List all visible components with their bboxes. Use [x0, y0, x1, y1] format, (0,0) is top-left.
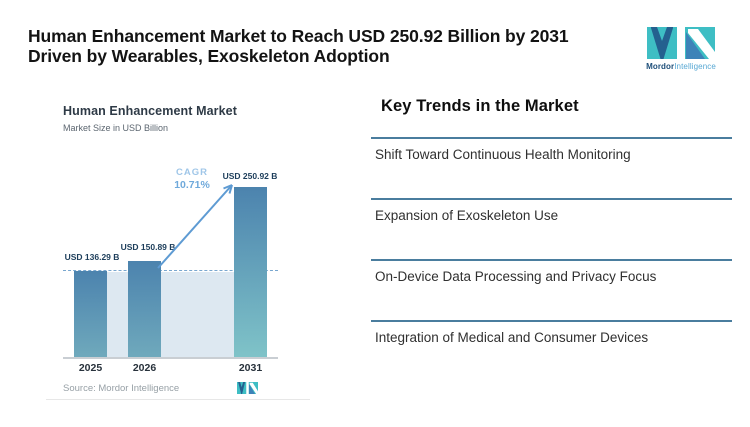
- trend-item-3: On-Device Data Processing and Privacy Fo…: [371, 259, 732, 284]
- cagr-value: 10.71%: [174, 179, 210, 191]
- x-axis-label-2026: 2026: [132, 362, 157, 374]
- bar-value-label-2026: USD 150.89 B: [120, 242, 176, 252]
- page-title-line-1: Human Enhancement Market to Reach USD 25…: [28, 26, 569, 46]
- cagr-label: CAGR: [176, 167, 208, 178]
- chart-bottom-divider: [46, 399, 310, 400]
- brand-name: MordorIntelligence: [641, 62, 721, 71]
- x-axis-line: [63, 357, 278, 359]
- bar-value-label-2031: USD 250.92 B: [222, 171, 278, 181]
- trend-item-4: Integration of Medical and Consumer Devi…: [371, 320, 732, 345]
- trends-heading: Key Trends in the Market: [381, 97, 579, 115]
- bar-2026: [128, 261, 161, 357]
- chart-footer-logo-icon: [237, 382, 258, 394]
- chart-source: Source: Mordor Intelligence: [63, 383, 180, 394]
- x-axis-label-2025: 2025: [78, 362, 103, 374]
- market-size-chart: Human Enhancement Market Market Size in …: [45, 95, 311, 407]
- chart-subtitle: Market Size in USD Billion: [63, 123, 169, 133]
- page-title-line-2: Driven by Wearables, Exoskeleton Adoptio…: [28, 45, 390, 66]
- brand-name-light: Intelligence: [674, 62, 716, 71]
- brand-name-bold: Mordor: [646, 62, 675, 71]
- bar-value-label-2025: USD 136.29 B: [64, 252, 120, 262]
- trend-item-2: Expansion of Exoskeleton Use: [371, 198, 732, 223]
- chart-title: Human Enhancement Market: [63, 104, 237, 118]
- trend-item-1: Shift Toward Continuous Health Monitorin…: [371, 137, 732, 162]
- page-title: Human Enhancement Market to Reach USD 25…: [28, 26, 608, 66]
- mordor-intelligence-logo-icon: [647, 27, 715, 59]
- brand-logo: MordorIntelligence: [641, 27, 721, 71]
- reference-dashed-line: [63, 270, 278, 271]
- x-axis-label-2031: 2031: [238, 362, 263, 374]
- cagr-arrow-icon: [157, 184, 233, 269]
- bar-2025: [74, 271, 107, 357]
- bar-2031: [234, 187, 267, 357]
- cagr-annotation: CAGR 10.71%: [158, 167, 226, 191]
